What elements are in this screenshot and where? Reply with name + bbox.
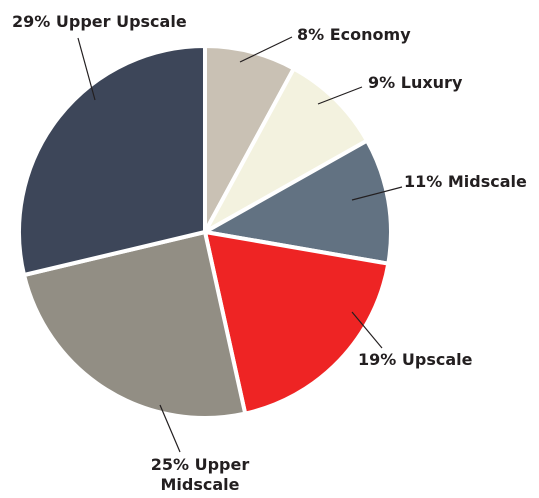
slice-category-label: Upper Midscale [160, 455, 250, 494]
slice-label: 19% Upscale [358, 350, 472, 370]
slice-label: 8% Economy [297, 25, 411, 45]
slice-value-label: 11% [404, 172, 443, 191]
leader-line [159, 404, 181, 453]
leader-line [77, 37, 96, 101]
slice-label: 9% Luxury [368, 73, 462, 93]
slice-value-label: 9% [368, 73, 396, 92]
slice-category-label: Upper Upscale [55, 12, 187, 31]
pie-slice [17, 44, 207, 277]
pie-slice [203, 66, 370, 234]
leader-line [239, 36, 293, 63]
slice-category-label: Economy [329, 25, 411, 44]
slice-category-label: Upscale [401, 350, 473, 369]
pie-slice [203, 138, 393, 266]
pie-slice [203, 230, 391, 416]
slice-label: 25% Upper Midscale [135, 455, 265, 495]
leader-line [351, 311, 383, 349]
slice-value-label: 19% [358, 350, 397, 369]
slice-value-label: 29% [12, 12, 51, 31]
slice-value-label: 25% [150, 455, 190, 474]
leader-line [351, 186, 403, 201]
slice-label: 11% Midscale [404, 172, 527, 192]
slice-label: 29% Upper Upscale [12, 12, 187, 32]
slice-category-label: Midscale [447, 172, 527, 191]
slice-value-label: 8% [297, 25, 325, 44]
pie-slice [22, 230, 248, 420]
leader-line [317, 86, 363, 105]
slice-category-label: Luxury [400, 73, 463, 92]
